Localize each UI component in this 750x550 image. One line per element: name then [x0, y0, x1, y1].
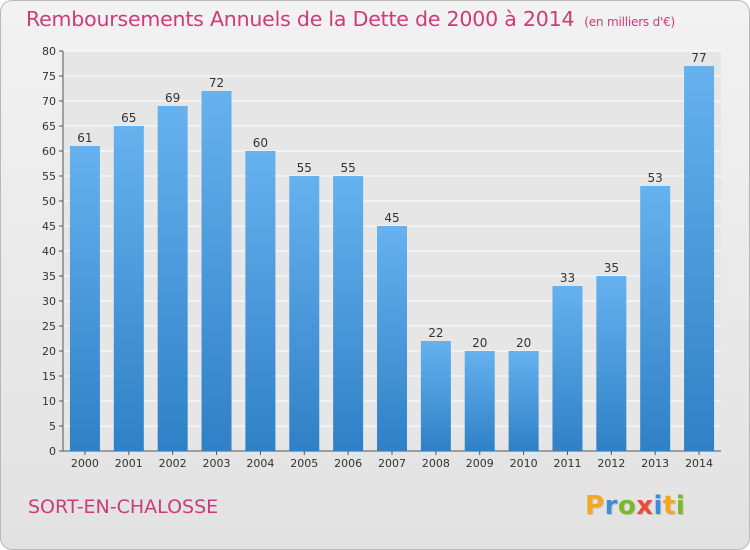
- x-tick-label: 2012: [597, 457, 625, 470]
- bar: [289, 176, 320, 451]
- bar: [420, 341, 451, 451]
- y-tick-label: 40: [42, 245, 56, 258]
- logo-letter: i: [675, 491, 686, 521]
- bar-value-label: 22: [428, 326, 443, 340]
- x-tick-label: 2001: [115, 457, 143, 470]
- bar-value-label: 55: [297, 161, 312, 175]
- logo-letter: t: [662, 491, 676, 521]
- bar: [508, 351, 539, 451]
- y-tick-label: 50: [42, 195, 56, 208]
- logo-letter: r: [604, 491, 618, 521]
- y-tick-label: 65: [42, 120, 56, 133]
- bar-value-label: 61: [77, 131, 92, 145]
- x-tick-label: 2000: [71, 457, 99, 470]
- y-tick-label: 15: [42, 370, 56, 383]
- bar-value-label: 72: [209, 76, 224, 90]
- y-tick-label: 60: [42, 145, 56, 158]
- x-tick-label: 2009: [466, 457, 494, 470]
- y-tick-label: 75: [42, 70, 56, 83]
- x-tick-label: 2007: [378, 457, 406, 470]
- bar-value-label: 60: [253, 136, 268, 150]
- x-tick-label: 2004: [246, 457, 274, 470]
- x-tick-label: 2013: [641, 457, 669, 470]
- y-tick-label: 35: [42, 270, 56, 283]
- logo-letter: o: [617, 491, 637, 521]
- title-text: Remboursements Annuels de la Dette de 20…: [26, 7, 575, 31]
- bar-value-label: 53: [648, 171, 663, 185]
- bar-value-label: 77: [691, 51, 706, 65]
- bar: [157, 106, 188, 451]
- x-tick-label: 2014: [685, 457, 713, 470]
- bar: [640, 186, 671, 451]
- x-tick-label: 2010: [510, 457, 538, 470]
- bar-value-label: 20: [516, 336, 531, 350]
- proxiti-logo: Proxiti: [585, 491, 685, 521]
- bar-value-label: 65: [121, 111, 136, 125]
- y-tick-label: 30: [42, 295, 56, 308]
- bar: [377, 226, 407, 451]
- logo-letter: P: [585, 491, 605, 521]
- x-tick-label: 2002: [159, 457, 187, 470]
- y-tick-label: 80: [42, 45, 56, 58]
- bar: [245, 151, 276, 451]
- bar: [684, 66, 715, 451]
- y-tick-label: 0: [49, 445, 56, 458]
- y-tick-label: 55: [42, 170, 56, 183]
- logo-letter: i: [653, 491, 663, 521]
- bar-value-label: 33: [560, 271, 575, 285]
- bar: [333, 176, 364, 451]
- y-tick-label: 25: [42, 320, 56, 333]
- bar: [69, 146, 100, 451]
- y-tick-label: 20: [42, 345, 56, 358]
- bar: [201, 91, 232, 451]
- logo-letter: x: [636, 491, 654, 521]
- y-tick-label: 70: [42, 95, 56, 108]
- bar: [113, 126, 144, 451]
- bar-value-label: 45: [384, 211, 399, 225]
- bar-value-label: 20: [472, 336, 487, 350]
- x-tick-label: 2003: [203, 457, 231, 470]
- bar-value-label: 35: [604, 261, 619, 275]
- y-tick-label: 45: [42, 220, 56, 233]
- x-tick-label: 2005: [290, 457, 318, 470]
- y-tick-label: 10: [42, 395, 56, 408]
- bar-value-label: 69: [165, 91, 180, 105]
- bar: [464, 351, 495, 451]
- commune-name: SORT-EN-CHALOSSE: [28, 496, 219, 518]
- title-unit: (en milliers d'€): [584, 15, 676, 29]
- y-tick-label: 5: [49, 420, 56, 433]
- bar: [552, 286, 583, 451]
- x-tick-label: 2006: [334, 457, 362, 470]
- x-tick-label: 2008: [422, 457, 450, 470]
- bar: [596, 276, 627, 451]
- chart-title: Remboursements Annuels de la Dette de 20…: [26, 7, 675, 31]
- x-tick-label: 2011: [553, 457, 581, 470]
- bar-value-label: 55: [340, 161, 355, 175]
